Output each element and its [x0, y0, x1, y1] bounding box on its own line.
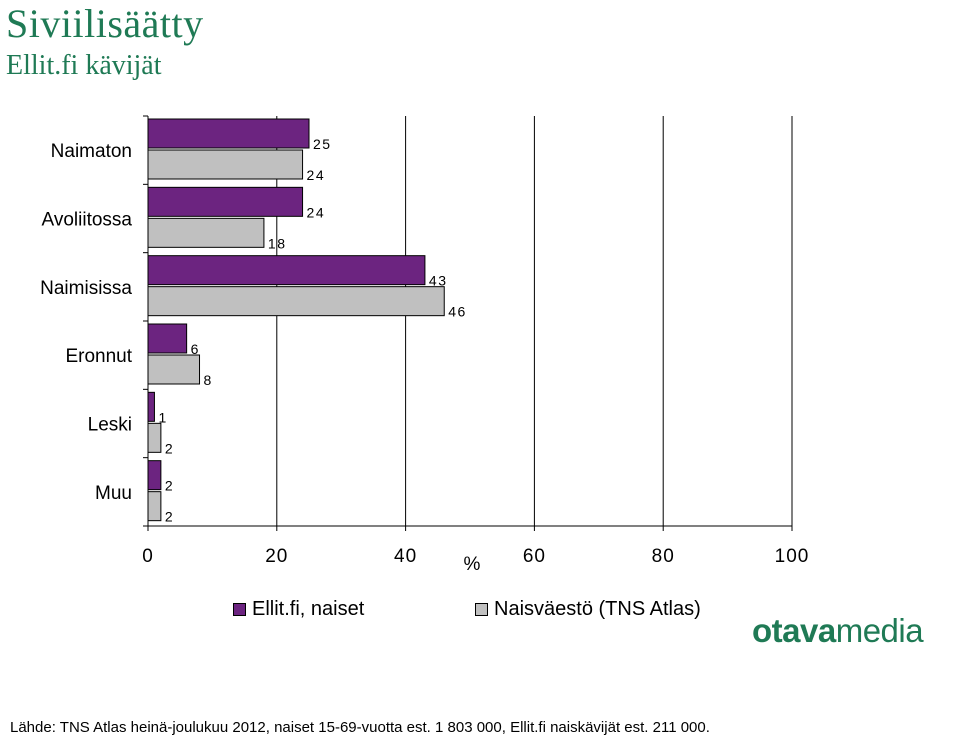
- legend-item-ellit: Ellit.fi, naiset: [233, 598, 364, 621]
- source-note: Lähde: TNS Atlas heinä-joulukuu 2012, na…: [10, 719, 710, 736]
- legend-label-naisvaesto: Naisväestö (TNS Atlas): [494, 598, 701, 620]
- legend-swatch-naisvaesto: [475, 603, 488, 616]
- x-tick-label: 100: [775, 546, 810, 567]
- legend-item-naisvaesto: Naisväestö (TNS Atlas): [475, 598, 701, 621]
- data-label: 46: [448, 304, 467, 320]
- bar-ellit: [147, 391, 155, 422]
- logo-part-otava: otava: [752, 612, 836, 649]
- bar-naisvaesto: [147, 286, 445, 317]
- chart-subtitle: Ellit.fi kävijät: [6, 50, 162, 81]
- data-label: 6: [191, 341, 200, 357]
- bar-naisvaesto: [147, 149, 304, 180]
- otavamedia-logo: otavamedia: [752, 612, 924, 650]
- category-label: Eronnut: [65, 346, 132, 367]
- data-label: 8: [204, 372, 213, 388]
- data-label: 1: [158, 409, 167, 425]
- bar-naisvaesto: [147, 217, 265, 248]
- chart-title: Siviilisäätty: [6, 1, 204, 46]
- x-axis-label: %: [464, 554, 481, 575]
- bar-ellit: [147, 323, 188, 354]
- data-label: 2: [165, 440, 174, 456]
- data-label: 24: [307, 167, 326, 183]
- x-tick-label: 80: [652, 546, 675, 567]
- category-label: Avoliitossa: [42, 210, 133, 231]
- logo-part-media: media: [835, 612, 924, 649]
- data-label: 43: [429, 273, 448, 289]
- bar-naisvaesto: [147, 354, 201, 385]
- category-label: Naimaton: [51, 141, 132, 162]
- category-label: Leski: [88, 415, 132, 436]
- x-tick-label: 20: [265, 546, 288, 567]
- x-tick-label: 40: [394, 546, 417, 567]
- bar-naisvaesto: [147, 422, 162, 453]
- data-label: 2: [165, 478, 174, 494]
- category-label: Muu: [95, 483, 132, 504]
- data-label: 18: [268, 235, 287, 251]
- bar-naisvaesto: [147, 491, 162, 522]
- category-label: Naimisissa: [40, 278, 132, 299]
- x-tick-label: 60: [523, 546, 546, 567]
- bar-ellit: [147, 118, 310, 149]
- legend-swatch-ellit: [233, 603, 246, 616]
- data-label: 25: [313, 136, 332, 152]
- data-label: 24: [307, 204, 326, 220]
- x-tick-label: 0: [142, 546, 154, 567]
- data-label: 2: [165, 509, 174, 525]
- bar-ellit: [147, 186, 304, 217]
- bar-ellit: [147, 255, 426, 286]
- bar-ellit: [147, 460, 162, 491]
- legend-label-ellit: Ellit.fi, naiset: [252, 598, 365, 620]
